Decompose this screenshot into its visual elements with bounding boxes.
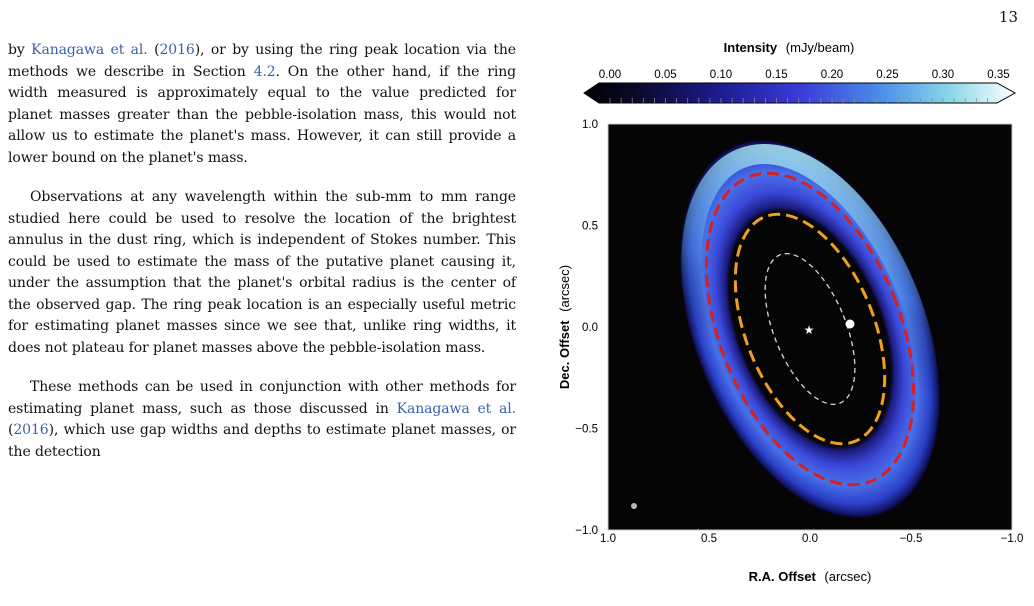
colorbar-tick-label: 0.35 bbox=[987, 69, 1009, 81]
body-text-column: by Kanagawa et al. (2016), or by using t… bbox=[8, 40, 516, 463]
plot-frame bbox=[607, 123, 1013, 531]
colorbar-title-bold: Intensity bbox=[724, 40, 778, 55]
ring-bright-arc bbox=[681, 144, 939, 514]
paragraph-1: by Kanagawa et al. (2016), or by using t… bbox=[8, 40, 516, 169]
text-run: ( bbox=[147, 42, 160, 58]
x-axis-tick-label: −1.0 bbox=[1001, 533, 1024, 545]
y-axis-tick-label: 0.0 bbox=[582, 322, 598, 334]
colorbar-tick-label: 0.20 bbox=[821, 69, 843, 81]
page-number: 13 bbox=[998, 8, 1018, 26]
y-axis-tick-label: −1.0 bbox=[575, 525, 598, 537]
beam-marker bbox=[631, 503, 637, 509]
y-axis-tick-label: 1.0 bbox=[582, 119, 598, 131]
citation-link[interactable]: 2016 bbox=[13, 422, 49, 438]
colorbar-tick-label: 0.30 bbox=[932, 69, 954, 81]
x-axis-title-unit: (arcsec) bbox=[824, 569, 871, 584]
paragraph-2: Observations at any wavelength within th… bbox=[8, 187, 516, 359]
star-marker: ★ bbox=[804, 323, 815, 337]
y-axis-tick-label: −0.5 bbox=[575, 424, 598, 436]
colorbar-tick-labels: 0.00 0.05 0.10 0.15 0.20 0.25 0.30 0.35 bbox=[599, 69, 1010, 81]
colorbar-title: Intensity (mJy/beam) bbox=[724, 40, 855, 55]
x-axis-tick-label: −0.5 bbox=[900, 533, 923, 545]
y-axis-tick-label: 0.5 bbox=[582, 221, 598, 233]
text-run: by bbox=[8, 42, 32, 58]
x-axis-title: R.A. Offset (arcsec) bbox=[749, 569, 872, 584]
planet-marker bbox=[845, 319, 855, 329]
text-run: Observations at any wavelength within th… bbox=[8, 189, 516, 356]
disk-image-figure: Intensity (mJy/beam) 0.00 0.05 0.10 0.15 0.2… bbox=[520, 0, 1034, 606]
x-axis-tick-label: 0.5 bbox=[701, 533, 717, 545]
colorbar-title-unit: (mJy/beam) bbox=[786, 40, 855, 55]
citation-link[interactable]: 4.2 bbox=[253, 63, 276, 80]
inner-ring-contour bbox=[733, 212, 887, 446]
colorbar-tick-label: 0.10 bbox=[710, 69, 732, 81]
colorbar-minor-ticks bbox=[609, 98, 988, 103]
colorbar-tick-label: 0.25 bbox=[876, 69, 898, 81]
text-run: ), which use gap widths and depths to es… bbox=[8, 422, 516, 460]
y-axis-tick-labels: 1.0 0.5 0.0 −0.5 −1.0 bbox=[575, 119, 598, 537]
text-run: . On the other hand, if the ring width m… bbox=[8, 63, 516, 166]
x-axis-title-bold: R.A. Offset bbox=[749, 569, 817, 584]
y-axis-title-bold: Dec. Offset bbox=[557, 320, 572, 389]
text-run: ), or by using the ring peak location vi… bbox=[8, 42, 516, 80]
y-axis-title-unit: (arcsec) bbox=[557, 265, 572, 312]
x-axis-tick-label: 0.0 bbox=[802, 533, 818, 545]
citation-link[interactable]: 2016 bbox=[159, 42, 195, 58]
citation-link[interactable]: Kanagawa et al. bbox=[31, 42, 148, 58]
text-run: ( bbox=[8, 422, 14, 438]
colorbar-tick-label: 0.00 bbox=[599, 69, 621, 81]
disk-image: ★ bbox=[631, 138, 942, 520]
colorbar bbox=[583, 82, 1017, 104]
x-axis-tick-labels: 1.0 0.5 0.0 −0.5 −1.0 bbox=[600, 533, 1023, 545]
paragraph-3: These methods can be used in conjunction… bbox=[8, 377, 516, 463]
citation-link[interactable]: Kanagawa et al. bbox=[396, 400, 516, 417]
colorbar-tick-label: 0.15 bbox=[765, 69, 787, 81]
y-axis-title: Dec. Offset (arcsec) bbox=[557, 265, 572, 389]
colorbar-tick-label: 0.05 bbox=[654, 69, 676, 81]
outer-ring-contour bbox=[704, 171, 916, 487]
x-axis-tick-label: 1.0 bbox=[600, 533, 616, 545]
text-run: These methods can be used in conjunction… bbox=[8, 379, 516, 417]
